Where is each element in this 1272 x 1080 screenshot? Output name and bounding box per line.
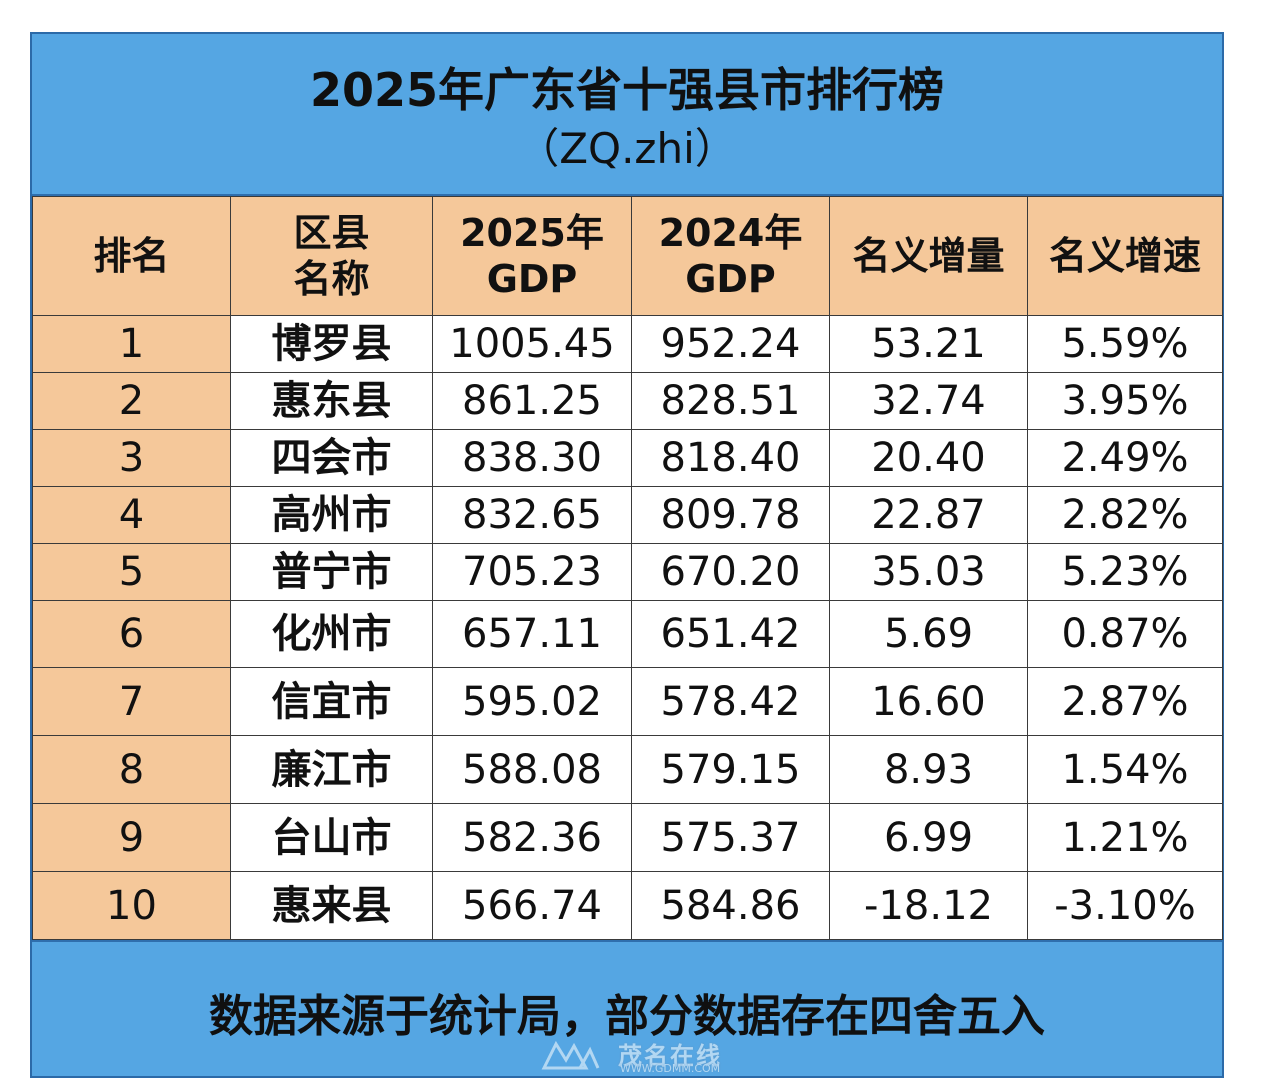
growth-rate-cell: 1.21% [1027, 803, 1223, 872]
watermark-brand: 茂名在线 [618, 1042, 722, 1070]
rank-cell: 6 [32, 600, 231, 668]
county-cell: 惠来县 [230, 871, 433, 940]
growth-rate-cell: 0.87% [1027, 600, 1223, 668]
county-cell: 廉江市 [230, 735, 433, 804]
gdp-2024-cell: 578.42 [631, 667, 830, 736]
header-growth-rate: 名义增速 [1027, 196, 1223, 316]
growth-rate-cell: 2.82% [1027, 486, 1223, 544]
table-row: 5 普宁市 705.23 670.20 35.03 5.23% [32, 543, 1223, 601]
increase-cell: 8.93 [829, 735, 1028, 804]
county-cell: 化州市 [230, 600, 433, 668]
gdp-2025-cell: 832.65 [432, 486, 632, 544]
table-row: 2 惠东县 861.25 828.51 32.74 3.95% [32, 372, 1223, 430]
gdp-2025-cell: 588.08 [432, 735, 632, 804]
watermark-url: WWW.GDMM.COM [620, 1062, 721, 1075]
table-row: 3 四会市 838.30 818.40 20.40 2.49% [32, 429, 1223, 487]
table-row: 8 廉江市 588.08 579.15 8.93 1.54% [32, 735, 1223, 804]
growth-rate-cell: 1.54% [1027, 735, 1223, 804]
gdp-2024-cell: 809.78 [631, 486, 830, 544]
rank-cell: 7 [32, 667, 231, 736]
rank-cell: 1 [32, 315, 231, 373]
ranking-card: 2025年广东省十强县市排行榜 （ZQ.zhi） 排名 区县 名称 2025年 GD… [30, 32, 1224, 1078]
growth-rate-cell: -3.10% [1027, 871, 1223, 940]
gdp-2024-cell: 828.51 [631, 372, 830, 430]
watermark: 茂名在线 WWW.GDMM.COM [540, 1036, 740, 1076]
header-rank: 排名 [32, 196, 231, 316]
gdp-2024-cell: 575.37 [631, 803, 830, 872]
rank-cell: 10 [32, 871, 231, 940]
header-county: 区县 名称 [230, 196, 433, 316]
table-row: 1 博罗县 1005.45 952.24 53.21 5.59% [32, 315, 1223, 373]
county-cell: 博罗县 [230, 315, 433, 373]
gdp-2025-cell: 1005.45 [432, 315, 632, 373]
rank-cell: 3 [32, 429, 231, 487]
county-cell: 高州市 [230, 486, 433, 544]
growth-rate-cell: 2.49% [1027, 429, 1223, 487]
gdp-2025-cell: 595.02 [432, 667, 632, 736]
gdp-2024-cell: 584.86 [631, 871, 830, 940]
gdp-2025-cell: 705.23 [432, 543, 632, 601]
county-cell: 台山市 [230, 803, 433, 872]
header-gdp-2025: 2025年 GDP [432, 196, 632, 316]
increase-cell: 20.40 [829, 429, 1028, 487]
gdp-2024-cell: 579.15 [631, 735, 830, 804]
increase-cell: -18.12 [829, 871, 1028, 940]
increase-cell: 5.69 [829, 600, 1028, 668]
rank-cell: 4 [32, 486, 231, 544]
increase-cell: 32.74 [829, 372, 1028, 430]
county-cell: 四会市 [230, 429, 433, 487]
table-row: 4 高州市 832.65 809.78 22.87 2.82% [32, 486, 1223, 544]
gdp-2025-cell: 861.25 [432, 372, 632, 430]
rank-cell: 2 [32, 372, 231, 430]
table-row: 10 惠来县 566.74 584.86 -18.12 -3.10% [32, 871, 1223, 940]
source-note: 数据来源于统计局，部分数据存在四舍五入 [209, 991, 1045, 1042]
watermark-logo-icon [541, 1040, 600, 1070]
footer-banner: 数据来源于统计局，部分数据存在四舍五入 [32, 940, 1222, 1076]
page-title: 2025年广东省十强县市排行榜 [309, 63, 945, 117]
header-row: 排名 区县 名称 2025年 GDP 2024年 GDP 名义增量 名义增速 [32, 196, 1223, 316]
county-cell: 惠东县 [230, 372, 433, 430]
title-banner: 2025年广东省十强县市排行榜 （ZQ.zhi） [32, 34, 1222, 196]
increase-cell: 16.60 [829, 667, 1028, 736]
county-cell: 普宁市 [230, 543, 433, 601]
table-body: 1 博罗县 1005.45 952.24 53.21 5.59% 2 惠东县 861.25 828… [32, 315, 1223, 940]
growth-rate-cell: 2.87% [1027, 667, 1223, 736]
header-gdp-2024: 2024年 GDP [631, 196, 830, 316]
gdp-2024-cell: 952.24 [631, 315, 830, 373]
increase-cell: 6.99 [829, 803, 1028, 872]
growth-rate-cell: 5.23% [1027, 543, 1223, 601]
increase-cell: 22.87 [829, 486, 1028, 544]
rank-cell: 8 [32, 735, 231, 804]
table-row: 7 信宜市 595.02 578.42 16.60 2.87% [32, 667, 1223, 736]
table-row: 6 化州市 657.11 651.42 5.69 0.87% [32, 600, 1223, 668]
gdp-2024-cell: 818.40 [631, 429, 830, 487]
rank-cell: 5 [32, 543, 231, 601]
increase-cell: 53.21 [829, 315, 1028, 373]
ranking-table: 排名 区县 名称 2025年 GDP 2024年 GDP 名义增量 名义增速 1 博罗县… [32, 196, 1223, 940]
increase-cell: 35.03 [829, 543, 1028, 601]
rank-cell: 9 [32, 803, 231, 872]
county-cell: 信宜市 [230, 667, 433, 736]
gdp-2025-cell: 566.74 [432, 871, 632, 940]
gdp-2024-cell: 670.20 [631, 543, 830, 601]
growth-rate-cell: 5.59% [1027, 315, 1223, 373]
gdp-2025-cell: 838.30 [432, 429, 632, 487]
gdp-2025-cell: 582.36 [432, 803, 632, 872]
table-row: 9 台山市 582.36 575.37 6.99 1.21% [32, 803, 1223, 872]
header-increase: 名义增量 [829, 196, 1028, 316]
growth-rate-cell: 3.95% [1027, 372, 1223, 430]
gdp-2024-cell: 651.42 [631, 600, 830, 668]
gdp-2025-cell: 657.11 [432, 600, 632, 668]
page-subtitle: （ZQ.zhi） [517, 124, 737, 173]
